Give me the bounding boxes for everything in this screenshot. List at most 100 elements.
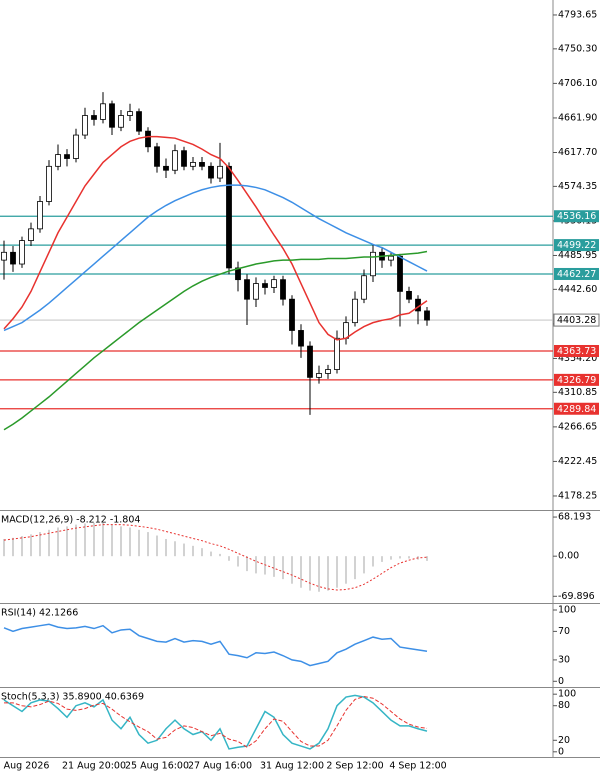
indicator-line [3, 250, 428, 431]
candle-body [307, 345, 313, 378]
candle-body [343, 322, 349, 339]
level-label: 4326.79 [557, 375, 596, 386]
candle-body [424, 310, 430, 321]
y-tick-label: 4442.60 [558, 284, 597, 295]
y-tick-label: 0 [558, 676, 564, 687]
level-label-box [554, 402, 599, 415]
candle-body [244, 279, 250, 300]
candle-body [235, 267, 241, 281]
level-label-box [554, 344, 599, 357]
level-label-box [554, 267, 599, 280]
y-tick-label: 0 [558, 746, 564, 757]
x-tick-label: 9 Aug 2026 [0, 761, 49, 772]
level-label-box [554, 210, 599, 223]
x-tick-label: 4 Sep 12:00 [389, 761, 446, 772]
candle-body [406, 290, 412, 300]
candle-body [19, 240, 25, 265]
candle-body [82, 115, 88, 136]
y-tick-label: 4178.25 [558, 490, 597, 501]
level-label-box [554, 239, 599, 252]
y-tick-label: 4750.30 [558, 43, 597, 54]
candle-body [280, 279, 286, 300]
y-tick-label: 4266.65 [558, 421, 597, 432]
candle-body [64, 154, 70, 159]
level-label: 4289.84 [557, 404, 596, 415]
candle-body [118, 115, 124, 128]
indicator-title: RSI(14) 42.1266 [1, 608, 78, 619]
candle-body [190, 162, 196, 167]
indicator-line [3, 694, 428, 750]
candle-body [271, 279, 277, 288]
candle-body [55, 154, 61, 167]
y-tick-label: 0.00 [558, 551, 579, 562]
candle-body [334, 337, 340, 370]
candle-body [208, 165, 214, 179]
y-tick-label: 4661.90 [558, 112, 597, 123]
level-label: 4462.27 [557, 269, 596, 280]
candle-body [370, 251, 376, 277]
candle-body [154, 146, 160, 167]
y-tick-label: 4617.70 [558, 147, 597, 158]
candle-body [181, 150, 187, 167]
candle-body [388, 255, 394, 261]
y-tick-label: 70 [558, 626, 570, 637]
y-tick-label: 30 [558, 654, 570, 665]
candle-body [46, 165, 52, 202]
level-label: 4363.73 [557, 346, 596, 357]
candle-body [253, 283, 259, 300]
candle-body [109, 103, 115, 128]
y-tick-label: 20 [558, 735, 570, 746]
indicator-title: MACD(12,26,9) -8.212 -1.804 [1, 515, 140, 526]
y-tick-label: 80 [558, 700, 570, 711]
price-label-box [553, 313, 600, 327]
price-label: 4403.28 [557, 315, 596, 326]
candle-body [397, 255, 403, 292]
candle-body [100, 103, 106, 120]
x-tick-label: 2 Sep 12:00 [326, 761, 383, 772]
candle-body [172, 150, 178, 171]
indicator-line [4, 695, 428, 748]
y-tick-label: 68.193 [558, 512, 591, 523]
candle-body [91, 115, 97, 120]
y-tick-label: 4793.65 [558, 9, 597, 20]
indicator-title: Stoch(5,3,3) 35.8900 40.6369 [1, 692, 144, 703]
indicator-line [3, 135, 428, 341]
candle-body [136, 111, 142, 132]
indicator-line [3, 623, 428, 667]
y-tick-label: 4310.85 [558, 387, 597, 398]
candle-body [298, 330, 304, 347]
x-tick-label: 31 Aug 12:00 [260, 761, 324, 772]
indicator-line [3, 524, 428, 591]
y-tick-label: 4485.95 [558, 250, 597, 261]
candle-body [289, 298, 295, 331]
y-tick-label: 4574.35 [558, 181, 597, 192]
candle-body [325, 369, 331, 374]
candle-body [127, 111, 133, 116]
candle-body [352, 298, 358, 324]
candle-body [10, 251, 16, 265]
candle-body [163, 165, 169, 171]
candle-body [226, 165, 232, 269]
level-label: 4536.16 [557, 211, 596, 222]
x-tick-label: 25 Aug 16:00 [125, 761, 189, 772]
x-tick-label: 27 Aug 16:00 [188, 761, 252, 772]
level-label: 4499.22 [557, 240, 596, 251]
candle-body [217, 165, 223, 179]
candle-body [316, 373, 322, 378]
candle-body [145, 130, 151, 148]
indicator-line [3, 184, 428, 332]
level-label-box [554, 373, 599, 386]
candle-body [1, 251, 7, 261]
candle-body [262, 283, 268, 288]
candle-body [37, 201, 43, 230]
y-tick-label: -69.896 [558, 591, 595, 602]
y-tick-label: 4222.45 [558, 456, 597, 467]
y-tick-label: 100 [558, 689, 576, 700]
candle-body [73, 134, 79, 159]
y-tick-label: 100 [558, 604, 576, 615]
y-tick-label: 4354.20 [558, 353, 597, 364]
y-tick-label: 4706.10 [558, 78, 597, 89]
candle-body [199, 162, 205, 167]
